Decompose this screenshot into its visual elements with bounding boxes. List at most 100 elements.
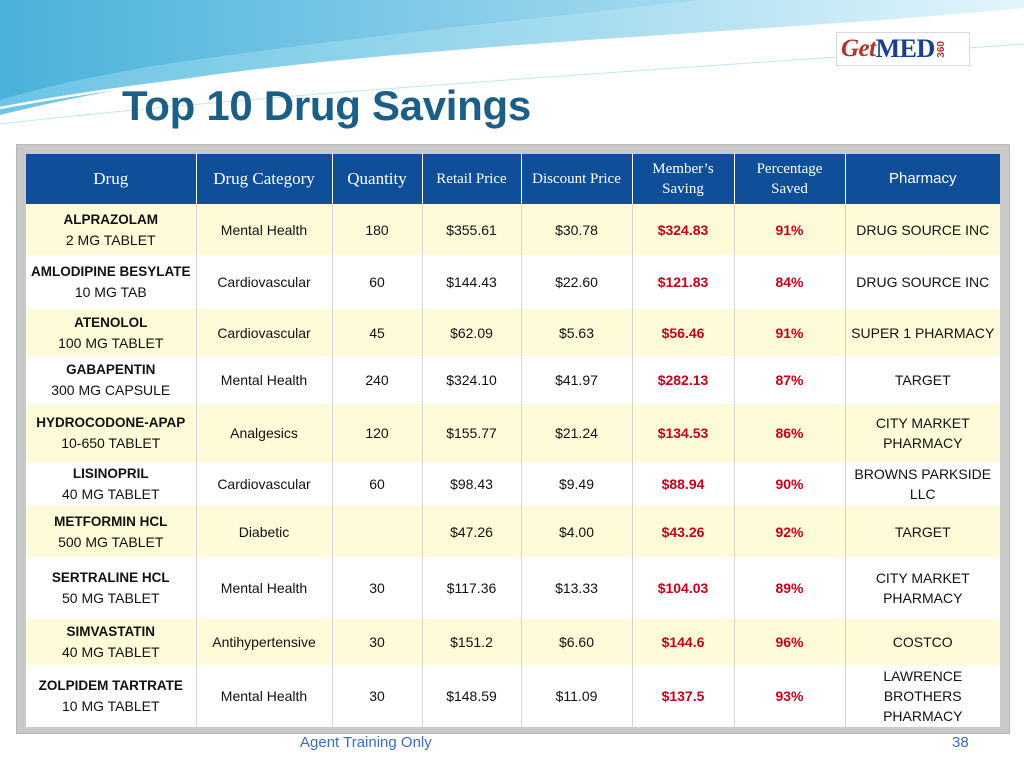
discount-price-cell: $6.60 [521,619,633,665]
pharmacy-cell: TARGET [845,356,1000,404]
table-row: ATENOLOL 100 MG TABLET Cardiovascular 45 … [26,309,1000,356]
drug-name: HYDROCODONE-APAP [36,415,186,430]
category-cell: Cardiovascular [196,309,333,356]
table-row: GABAPENTIN 300 MG CAPSULE Mental Health 2… [26,356,1000,404]
retail-price-cell: $355.61 [422,204,522,255]
drug-dose: 100 MG TABLET [58,334,164,351]
drug-cell: LISINOPRIL 40 MG TABLET [26,462,197,506]
pharmacy-cell: TARGET [845,506,1000,557]
quantity-cell: 30 [332,665,423,727]
category-cell: Mental Health [196,204,333,255]
drug-name: ALPRAZOLAM [63,211,159,227]
percentage-saved-cell: 86% [734,404,846,462]
member-saving-cell: $104.03 [632,557,735,619]
header-discount-price: Discount Price [521,154,633,204]
pharmacy-cell: COSTCO [845,619,1000,665]
table-row: METFORMIN HCL 500 MG TABLET Diabetic $47.… [26,506,1000,557]
drug-dose: 300 MG CAPSULE [51,382,171,398]
background-swoosh [0,0,1024,125]
quantity-cell: 60 [332,462,423,506]
discount-price-cell: $30.78 [521,204,633,255]
retail-price-cell: $151.2 [422,619,522,665]
discount-price-cell: $4.00 [521,506,633,557]
pharmacy-cell: CITY MARKET PHARMACY [845,557,1000,619]
drug-cell: HYDROCODONE-APAP 10-650 TABLET [26,404,197,462]
drug-cell: ZOLPIDEM TARTRATE 10 MG TABLET [26,665,197,727]
percentage-saved-cell: 90% [734,462,846,506]
header-drug-category: Drug Category [196,154,333,204]
drug-dose: 2 MG TABLET [65,231,156,248]
drug-name: ATENOLOL [74,314,148,330]
pharmacy-cell: DRUG SOURCE INC [845,255,1000,309]
discount-price-cell: $21.24 [521,404,633,462]
header-quantity: Quantity [332,154,423,204]
discount-price-cell: $13.33 [521,557,633,619]
percentage-saved-cell: 93% [734,665,846,727]
logo-med: MED [875,34,936,63]
retail-price-cell: $62.09 [422,309,522,356]
page-number: 38 [952,734,969,751]
getmed360-logo: Get MED 360 [836,32,970,66]
drug-name: METFORMIN HCL [54,513,168,529]
percentage-saved-cell: 84% [734,255,846,309]
drug-dose: 500 MG TABLET [58,533,164,550]
quantity-cell [332,506,423,557]
quantity-cell: 240 [332,356,423,404]
drug-name: GABAPENTIN [66,362,156,377]
page-title: Top 10 Drug Savings [122,82,531,129]
percentage-saved-cell: 91% [734,204,846,255]
percentage-saved-cell: 92% [734,506,846,557]
category-cell: Diabetic [196,506,333,557]
category-cell: Mental Health [196,557,333,619]
retail-price-cell: $117.36 [422,557,522,619]
drug-cell: AMLODIPINE BESYLATE 10 MG TAB [26,255,197,309]
category-cell: Antihypertensive [196,619,333,665]
logo-360: 360 [935,40,947,58]
drug-cell: ATENOLOL 100 MG TABLET [26,309,197,356]
member-saving-cell: $88.94 [632,462,735,506]
drug-dose: 40 MG TABLET [61,486,160,502]
header-pharmacy: Pharmacy [845,154,1000,204]
percentage-saved-cell: 87% [734,356,846,404]
member-saving-cell: $324.83 [632,204,735,255]
retail-price-cell: $324.10 [422,356,522,404]
quantity-cell: 30 [332,619,423,665]
drug-cell: GABAPENTIN 300 MG CAPSULE [26,356,197,404]
drug-cell: ALPRAZOLAM 2 MG TABLET [26,204,197,255]
pharmacy-cell: DRUG SOURCE INC [845,204,1000,255]
pharmacy-cell: CITY MARKET PHARMACY [845,404,1000,462]
header-member-saving: Member’s Saving [632,154,735,204]
category-cell: Cardiovascular [196,462,333,506]
category-cell: Analgesics [196,404,333,462]
discount-price-cell: $5.63 [521,309,633,356]
quantity-cell: 30 [332,557,423,619]
member-saving-cell: $282.13 [632,356,735,404]
drug-cell: METFORMIN HCL 500 MG TABLET [26,506,197,557]
category-cell: Cardiovascular [196,255,333,309]
table-header-row: Drug Drug Category Quantity Retail Price… [26,154,1000,204]
drug-dose: 10 MG TABLET [61,698,160,714]
drug-savings-table: Drug Drug Category Quantity Retail Price… [26,154,1000,727]
header-retail-price: Retail Price [422,154,522,204]
quantity-cell: 60 [332,255,423,309]
discount-price-cell: $9.49 [521,462,633,506]
drug-cell: SERTRALINE HCL 50 MG TABLET [26,557,197,619]
logo-get: Get [841,35,876,62]
member-saving-cell: $121.83 [632,255,735,309]
member-saving-cell: $56.46 [632,309,735,356]
percentage-saved-cell: 89% [734,557,846,619]
drug-name: SERTRALINE HCL [51,570,170,585]
header-drug: Drug [26,154,197,204]
retail-price-cell: $148.59 [422,665,522,727]
table-row: AMLODIPINE BESYLATE 10 MG TAB Cardiovascu… [26,255,1000,309]
pharmacy-cell: LAWRENCE BROTHERS PHARMACY [845,665,1000,727]
drug-name: SIMVASTATIN [66,624,156,639]
drug-dose: 40 MG TABLET [61,644,160,660]
table-row: SERTRALINE HCL 50 MG TABLET Mental Health… [26,557,1000,619]
header-percentage-saved: Percentage Saved [734,154,846,204]
drug-name: LISINOPRIL [72,466,149,481]
pharmacy-cell: SUPER 1 PHARMACY [845,309,1000,356]
member-saving-cell: $134.53 [632,404,735,462]
table-row: HYDROCODONE-APAP 10-650 TABLET Analgesics… [26,404,1000,462]
pharmacy-cell: BROWNS PARKSIDE LLC [845,462,1000,506]
